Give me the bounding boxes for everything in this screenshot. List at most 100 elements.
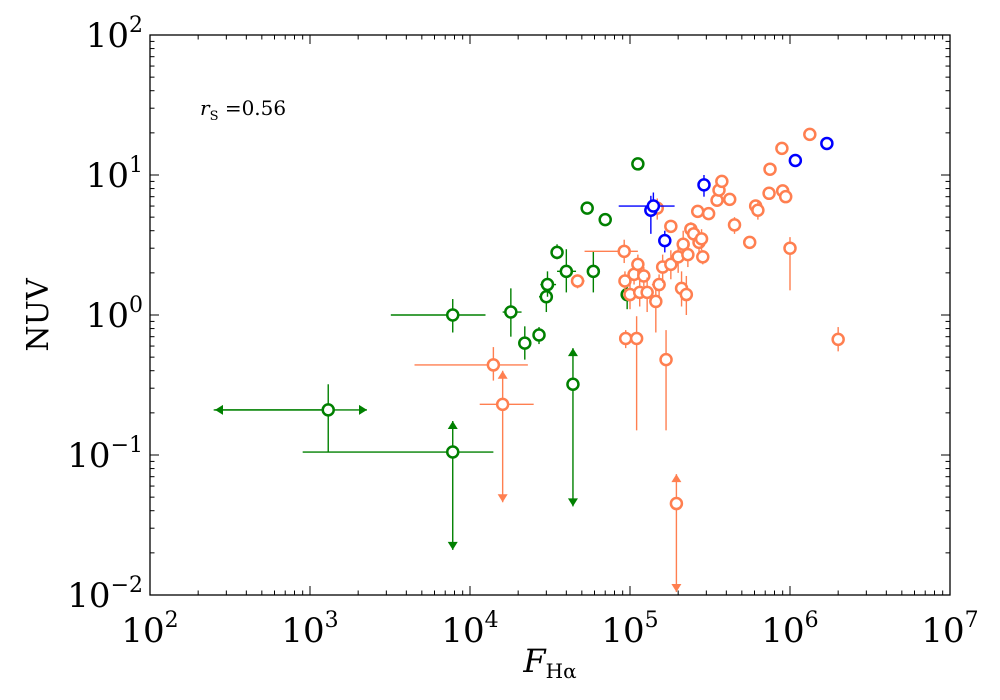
data-point <box>681 244 695 268</box>
data-point <box>664 219 678 234</box>
point-marker <box>321 403 335 417</box>
point-marker <box>722 192 737 207</box>
point-marker <box>763 162 777 176</box>
point-marker <box>631 257 645 272</box>
x-axis-label-main: F <box>522 642 547 680</box>
point-marker <box>504 305 518 319</box>
arrow-head <box>447 420 458 429</box>
data-point <box>831 327 845 352</box>
point-marker <box>778 189 793 204</box>
arrow-head <box>567 498 578 507</box>
y-tick-label: 10−1 <box>67 433 143 476</box>
point-marker <box>715 174 729 189</box>
x-axis-label: FHα <box>522 642 576 683</box>
data-point <box>820 136 834 151</box>
data-point <box>775 141 789 156</box>
data-point <box>679 275 694 315</box>
data-point <box>414 347 528 381</box>
point-marker <box>550 245 564 260</box>
data-point <box>722 192 737 207</box>
point-marker <box>640 285 654 300</box>
data-point <box>502 288 522 337</box>
point-marker <box>696 250 710 264</box>
data-point <box>640 277 654 313</box>
data-point <box>651 274 666 297</box>
arrow-head <box>215 404 223 415</box>
point-marker <box>649 294 663 309</box>
data-point <box>584 239 638 264</box>
data-point <box>618 192 675 213</box>
point-marker <box>751 203 765 218</box>
arrow-head <box>447 541 458 550</box>
data-point <box>631 157 645 171</box>
data-point <box>762 186 776 201</box>
annotation-prefix: r <box>200 96 211 120</box>
data-point <box>598 212 612 227</box>
axis-tick-labels: 102 103 104 105 106 107 10−2 10−1 100 101 102 <box>67 13 978 651</box>
y-tick-label: 101 <box>86 153 143 196</box>
arrow-head <box>497 494 508 503</box>
data-point <box>669 474 684 593</box>
data-point <box>532 327 546 345</box>
point-marker <box>518 336 532 350</box>
point-marker <box>570 274 585 288</box>
point-marker <box>679 287 694 302</box>
point-marker <box>617 244 631 259</box>
data-point <box>658 230 672 253</box>
point-marker <box>803 127 817 142</box>
point-marker <box>762 186 776 201</box>
x-tick-label: 107 <box>921 608 978 651</box>
data-point <box>694 229 709 251</box>
arrow-head <box>497 370 508 379</box>
point-marker <box>690 204 705 219</box>
point-marker <box>742 235 757 250</box>
point-marker <box>586 264 601 279</box>
point-marker <box>631 157 645 171</box>
data-point <box>671 244 685 273</box>
data-point <box>479 370 534 503</box>
data-point <box>566 348 580 507</box>
point-marker <box>681 247 695 262</box>
data-point <box>390 299 486 333</box>
data-point <box>783 237 797 291</box>
x-tick-label: 105 <box>601 608 658 651</box>
data-point <box>803 127 817 142</box>
point-marker <box>727 218 742 232</box>
data-point <box>778 189 793 204</box>
point-marker <box>580 201 594 215</box>
point-marker <box>659 352 673 367</box>
data-point <box>631 254 645 276</box>
y-tick-label: 100 <box>86 293 143 336</box>
x-tick-label: 103 <box>281 608 338 651</box>
point-marker <box>445 445 460 459</box>
point-marker <box>495 397 510 412</box>
point-marker <box>652 277 666 292</box>
data-point <box>690 204 705 219</box>
data-point <box>727 217 742 234</box>
arrow-head <box>671 474 682 483</box>
point-marker <box>820 136 834 151</box>
point-marker <box>532 328 546 342</box>
data-point <box>697 175 711 197</box>
series-coral <box>414 127 845 593</box>
data-point <box>213 384 367 453</box>
data-point <box>302 420 494 550</box>
data-point <box>618 330 633 349</box>
point-marker <box>697 178 711 192</box>
data-point <box>763 162 777 176</box>
data-point <box>742 235 757 250</box>
point-marker <box>598 212 612 227</box>
point-marker <box>539 290 554 304</box>
annotation-sub: S <box>210 109 219 124</box>
point-marker <box>540 277 555 292</box>
axis-ticks <box>149 34 951 596</box>
correlation-annotation: rS =0.56 <box>200 96 286 124</box>
point-marker <box>664 219 678 234</box>
point-marker <box>694 232 709 246</box>
data-point <box>540 271 557 297</box>
data-point <box>788 153 803 168</box>
data-point <box>751 202 765 220</box>
point-marker <box>445 308 460 322</box>
point-marker <box>658 233 672 248</box>
